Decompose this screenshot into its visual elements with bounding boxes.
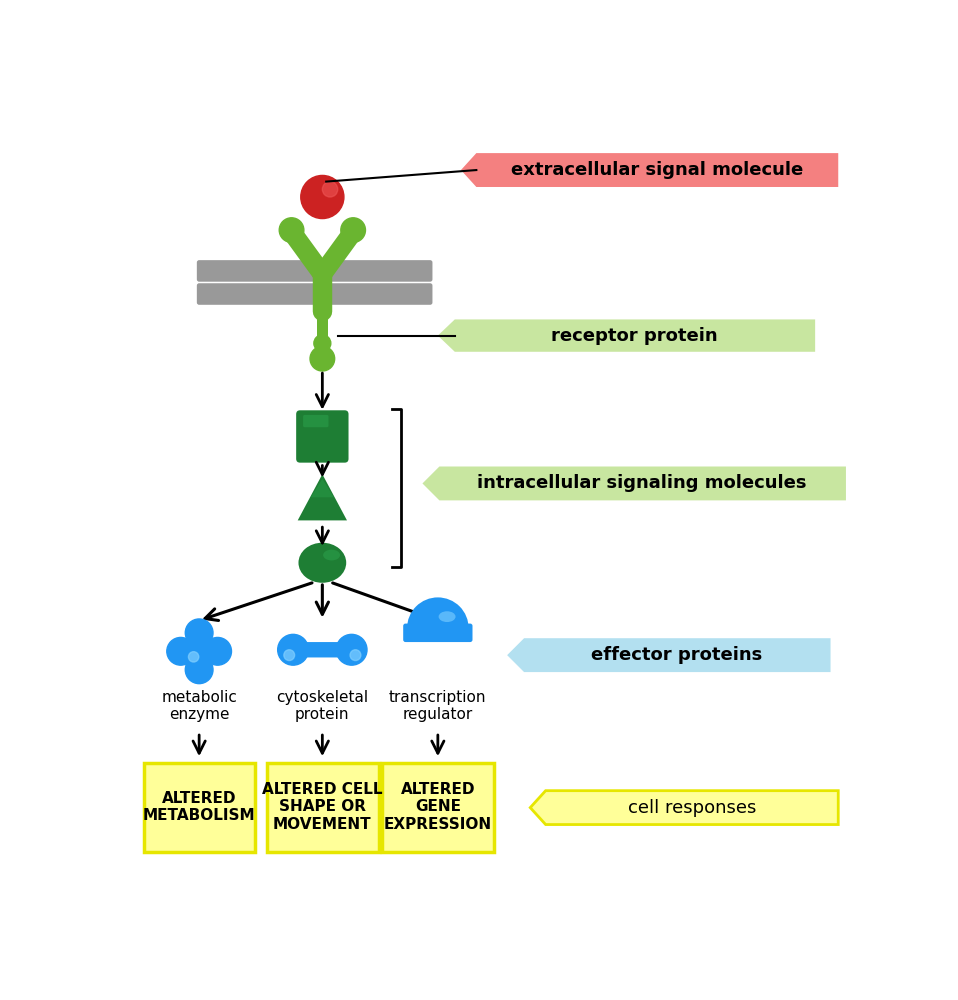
Circle shape [336, 634, 367, 665]
Polygon shape [507, 638, 831, 672]
FancyBboxPatch shape [196, 260, 432, 282]
Circle shape [278, 634, 308, 665]
Circle shape [313, 265, 331, 283]
Text: extracellular signal molecule: extracellular signal molecule [512, 161, 804, 179]
Bar [317, 311, 328, 359]
Polygon shape [422, 466, 846, 500]
Circle shape [301, 175, 344, 219]
Polygon shape [298, 474, 347, 520]
Text: ALTERED
METABOLISM: ALTERED METABOLISM [143, 791, 256, 823]
FancyBboxPatch shape [382, 763, 494, 852]
Circle shape [279, 218, 304, 242]
Ellipse shape [439, 611, 456, 622]
Bar [317, 261, 328, 311]
Text: ALTERED CELL
SHAPE OR
MOVEMENT: ALTERED CELL SHAPE OR MOVEMENT [262, 782, 382, 832]
Circle shape [204, 637, 232, 665]
Polygon shape [530, 791, 838, 825]
Text: receptor protein: receptor protein [551, 327, 718, 345]
Circle shape [350, 650, 361, 661]
FancyBboxPatch shape [403, 624, 472, 642]
Ellipse shape [299, 543, 346, 583]
Text: transcription
regulator: transcription regulator [389, 690, 487, 722]
Text: intracellular signaling molecules: intracellular signaling molecules [477, 474, 807, 492]
Text: cytoskeletal
protein: cytoskeletal protein [276, 690, 369, 722]
Circle shape [189, 652, 198, 662]
Polygon shape [438, 319, 815, 352]
FancyBboxPatch shape [196, 283, 432, 305]
FancyBboxPatch shape [267, 763, 378, 852]
Circle shape [341, 218, 365, 242]
Circle shape [284, 650, 295, 661]
Circle shape [185, 656, 213, 684]
Polygon shape [461, 153, 838, 187]
Circle shape [314, 335, 331, 352]
FancyBboxPatch shape [290, 642, 354, 657]
Text: metabolic
enzyme: metabolic enzyme [161, 690, 237, 722]
Text: ALTERED
GENE
EXPRESSION: ALTERED GENE EXPRESSION [384, 782, 491, 832]
FancyBboxPatch shape [303, 415, 329, 427]
Circle shape [322, 182, 338, 197]
Circle shape [167, 637, 194, 665]
Circle shape [185, 619, 213, 647]
Circle shape [310, 346, 334, 371]
FancyBboxPatch shape [296, 410, 349, 463]
Text: cell responses: cell responses [627, 799, 756, 817]
Circle shape [185, 637, 213, 665]
FancyBboxPatch shape [144, 763, 256, 852]
Polygon shape [310, 479, 334, 497]
Ellipse shape [323, 550, 340, 560]
Wedge shape [407, 597, 468, 628]
Text: effector proteins: effector proteins [591, 646, 763, 664]
